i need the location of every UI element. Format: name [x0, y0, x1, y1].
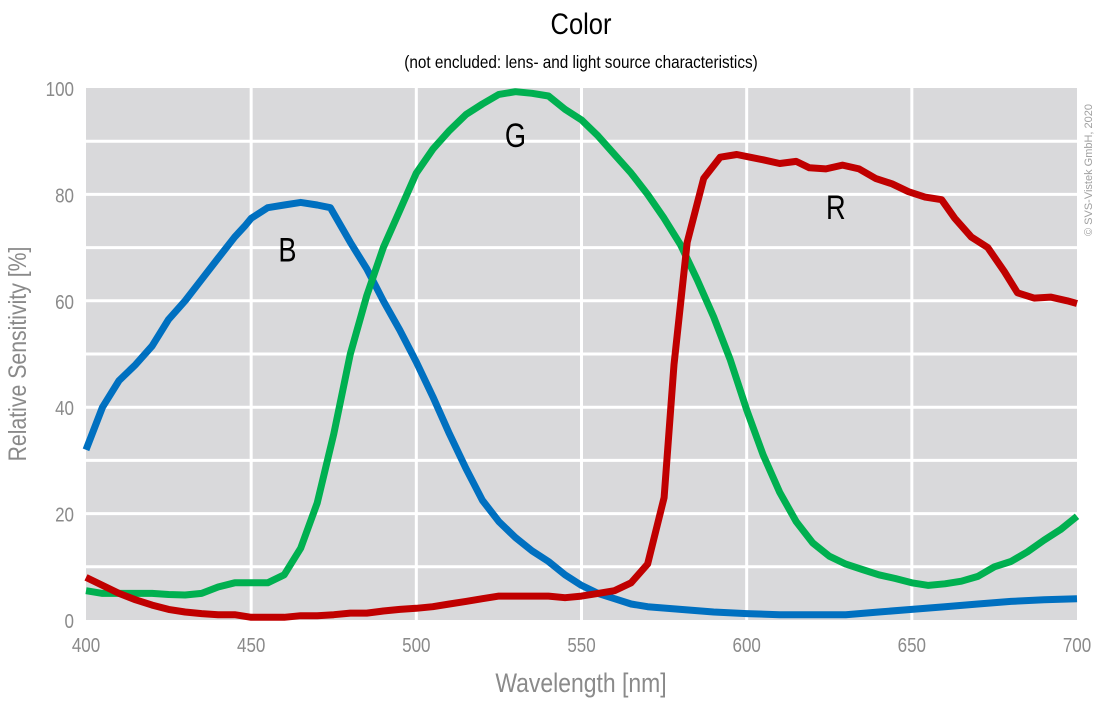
series-label-G: G — [505, 116, 526, 155]
series-line-G — [85, 88, 1080, 599]
x-tick-label: 500 — [402, 634, 430, 657]
x-tick-label: 400 — [72, 634, 100, 657]
y-axis-label: Relative Sensitivity [%] — [3, 247, 31, 462]
copyright-watermark: © SVS-Vistek GmbH, 2020 — [1083, 104, 1095, 236]
x-tick-label: 700 — [1063, 634, 1091, 657]
x-axis-ticks: 400 450 500 550 600 650 700 — [72, 634, 1091, 657]
y-axis-ticks: 0 20 40 60 80 100 — [46, 78, 74, 633]
grid — [86, 88, 1077, 620]
series-line-B — [82, 198, 1078, 619]
chart-title: Color — [551, 7, 612, 40]
x-axis-label: Wavelength [nm] — [495, 668, 666, 698]
series-labels: B G R — [278, 116, 845, 269]
x-tick-label: 550 — [567, 634, 595, 657]
series-label-B: B — [278, 231, 296, 270]
y-tick-label: 40 — [55, 397, 74, 420]
y-tick-label: 100 — [46, 78, 74, 101]
series-line-R — [84, 151, 1078, 621]
x-tick-label: 450 — [237, 634, 265, 657]
y-tick-label: 60 — [55, 290, 74, 313]
y-tick-label: 20 — [55, 503, 74, 526]
series-label-R: R — [826, 188, 846, 227]
y-tick-label: 80 — [55, 184, 74, 207]
x-tick-label: 650 — [898, 634, 926, 657]
x-tick-label: 600 — [732, 634, 760, 657]
y-tick-label: 0 — [65, 610, 74, 633]
series-lines — [82, 88, 1080, 621]
chart-subtitle: (not encluded: lens- and light source ch… — [404, 52, 757, 72]
